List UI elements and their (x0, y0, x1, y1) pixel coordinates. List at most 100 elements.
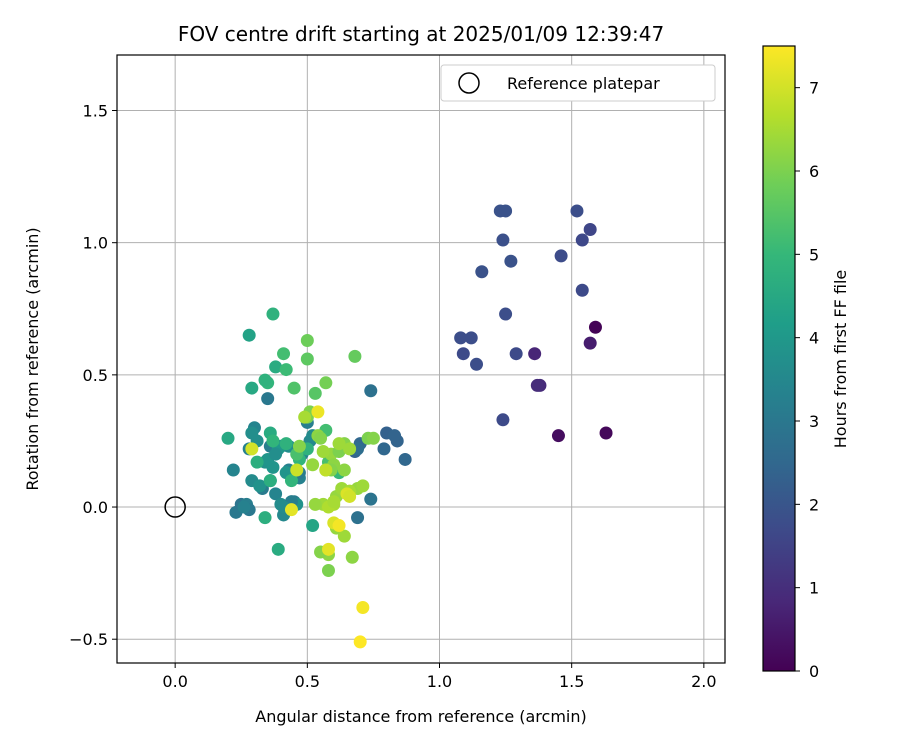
data-point (377, 442, 391, 456)
data-point (258, 511, 272, 525)
data-point (454, 331, 468, 345)
data-point (364, 384, 378, 398)
data-point (398, 452, 412, 466)
colorbar-ticks: 0 1 2 3 4 5 6 7 (795, 79, 819, 681)
data-point (284, 474, 298, 488)
data-point (306, 519, 320, 533)
data-point (266, 307, 280, 321)
data-point (250, 455, 264, 469)
data-point (504, 254, 518, 268)
data-point (319, 376, 333, 390)
data-point (290, 463, 304, 477)
y-axis-label: Rotation from reference (arcmin) (23, 227, 42, 490)
data-point (279, 363, 293, 377)
data-point (332, 437, 346, 451)
colorbar-tick-label: 2 (809, 495, 819, 514)
data-point (496, 233, 510, 247)
colorbar-tick-label: 0 (809, 662, 819, 681)
legend-box (440, 64, 716, 102)
y-tick-label: 1.0 (83, 234, 108, 253)
y-tick-label: 0.0 (83, 498, 108, 517)
data-point (226, 463, 240, 477)
data-point (353, 635, 367, 649)
y-axis-ticks: −0.5 0.0 0.5 1.0 1.5 (69, 102, 117, 649)
data-point (242, 328, 256, 342)
data-point (496, 413, 510, 427)
data-point (266, 434, 280, 448)
plot-frame (116, 54, 726, 664)
x-tick-label: 1.5 (559, 672, 584, 691)
data-point (269, 360, 283, 374)
data-point (509, 347, 523, 361)
data-point (287, 381, 301, 395)
data-point (337, 529, 351, 543)
data-point (366, 431, 380, 445)
data-point (308, 497, 322, 511)
data-point (300, 333, 314, 347)
legend-label: Reference platepar (507, 74, 660, 93)
data-point (388, 429, 402, 443)
data-point (221, 431, 235, 445)
data-point (321, 563, 335, 577)
data-point (279, 437, 293, 451)
data-point (300, 352, 314, 366)
data-point (583, 222, 597, 236)
legend: Reference platepar (440, 64, 716, 102)
data-point (343, 489, 357, 503)
colorbar-tick-label: 5 (809, 245, 819, 264)
data-point (345, 550, 359, 564)
data-point (583, 336, 597, 350)
colorbar-frame (762, 45, 796, 672)
data-point (364, 492, 378, 506)
data-point (321, 542, 335, 556)
data-point (253, 479, 267, 493)
data-point (456, 347, 470, 361)
data-point (245, 442, 259, 456)
data-point (356, 600, 370, 614)
y-tick-label: −0.5 (69, 630, 108, 649)
data-point (551, 429, 565, 443)
data-point (554, 249, 568, 263)
data-point (351, 511, 365, 525)
legend-marker-icon (458, 72, 480, 94)
data-point (464, 331, 478, 345)
data-point (343, 442, 357, 456)
data-point (499, 307, 513, 321)
chart-title: FOV centre drift starting at 2025/01/09 … (178, 22, 664, 46)
data-point (263, 474, 277, 488)
x-axis-label: Angular distance from reference (arcmin) (255, 707, 586, 726)
data-point (319, 463, 333, 477)
reference-point (164, 496, 186, 518)
data-point (570, 204, 584, 218)
data-point (245, 381, 259, 395)
y-tick-label: 0.5 (83, 366, 108, 385)
data-point (528, 347, 542, 361)
data-point (588, 320, 602, 334)
x-tick-label: 1.0 (427, 672, 452, 691)
data-point (470, 357, 484, 371)
data-point (245, 426, 259, 440)
data-point (284, 503, 298, 517)
x-tick-label: 0.0 (162, 672, 187, 691)
data-point (599, 426, 613, 440)
data-point (277, 347, 291, 361)
colorbar-tick-label: 6 (809, 162, 819, 181)
data-point (258, 373, 272, 387)
x-axis-ticks: 0.0 0.5 1.0 1.5 2.0 (162, 663, 717, 691)
data-point (356, 479, 370, 493)
data-point (575, 233, 589, 247)
data-points (221, 204, 613, 649)
x-tick-label: 2.0 (691, 672, 716, 691)
data-point (499, 204, 513, 218)
data-point (311, 405, 325, 419)
colorbar-tick-label: 4 (809, 329, 819, 348)
data-point (298, 410, 312, 424)
y-tick-label: 1.5 (83, 102, 108, 121)
colorbar-tick-label: 3 (809, 412, 819, 431)
data-point (308, 386, 322, 400)
data-point (237, 500, 251, 514)
data-point (269, 487, 283, 501)
data-point (306, 458, 320, 472)
data-point (269, 447, 283, 461)
